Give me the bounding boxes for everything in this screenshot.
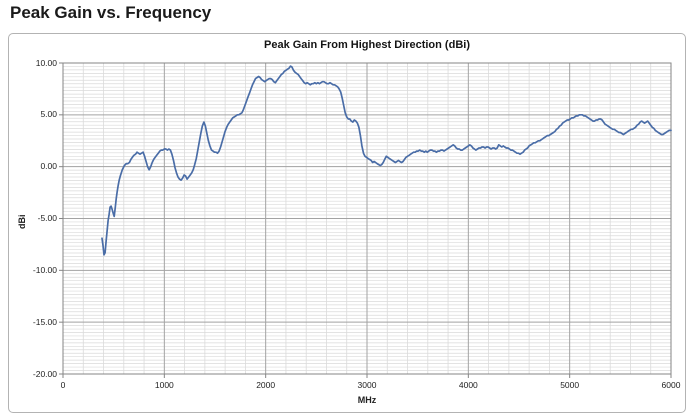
x-axis-title: MHz [357,395,377,405]
x-tick-label: 0 [60,380,66,390]
x-tick-label: 3000 [357,380,377,390]
x-tick-label: 6000 [661,380,681,390]
y-tick-label: -20.00 [32,368,57,379]
x-tick-label: 2000 [256,380,276,390]
y-tick-label: -15.00 [32,316,57,327]
chart-frame: Peak Gain From Highest Direction (dBi) 1… [8,33,686,413]
page-title: Peak Gain vs. Frequency [10,3,212,22]
plot-canvas [59,62,672,378]
plot-border [62,62,672,375]
chart-title: Peak Gain From Highest Direction (dBi) [264,39,470,51]
x-tick-label: 1000 [154,380,174,390]
y-tick-label: -5.00 [37,213,57,223]
gain-line [101,65,672,256]
y-axis-title: dBi [17,214,27,229]
y-tick-label: 10.00 [35,57,57,68]
y-tick-label: 0.00 [40,161,57,172]
y-tick-label: -10.00 [32,264,57,275]
x-tick-label: 5000 [560,380,580,390]
y-tick-label: 5.00 [40,109,57,120]
x-tick-label: 4000 [458,380,478,390]
